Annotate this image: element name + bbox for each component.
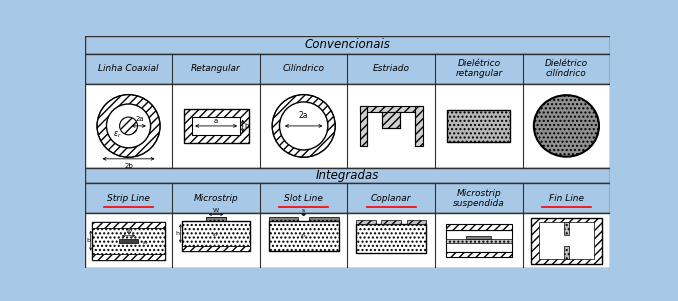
Bar (85, 168, 610, 183)
Bar (85, 183, 610, 213)
Bar (268, 221, 339, 251)
Ellipse shape (119, 117, 138, 135)
Bar (445, 252, 512, 257)
Text: 2b: 2b (124, 163, 133, 169)
Bar (268, 217, 298, 221)
Ellipse shape (97, 95, 160, 157)
Text: Slot Line: Slot Line (284, 194, 323, 203)
Text: Integradas: Integradas (316, 169, 379, 182)
Bar (415, 106, 423, 146)
Text: $\epsilon_r$: $\epsilon_r$ (113, 129, 122, 140)
Text: Fin Line: Fin Line (549, 194, 584, 203)
Bar (92, 222, 165, 260)
Text: h: h (176, 231, 180, 236)
Text: W: W (213, 208, 219, 213)
Bar (119, 239, 138, 243)
Bar (356, 220, 376, 224)
Ellipse shape (279, 102, 328, 150)
Text: Retangular: Retangular (191, 64, 241, 73)
Ellipse shape (534, 95, 599, 157)
Text: Dielétrico
retangular: Dielétrico retangular (455, 59, 502, 78)
Bar (407, 220, 426, 224)
Text: Strip Line: Strip Line (107, 194, 150, 203)
Bar (85, 54, 610, 84)
Ellipse shape (272, 95, 335, 157)
Text: Dielétrico
cilíndrico: Dielétrico cilíndrico (545, 59, 588, 78)
Bar (564, 222, 569, 235)
Bar (367, 112, 415, 146)
Bar (445, 230, 512, 252)
Text: $\epsilon_r$: $\epsilon_r$ (300, 232, 307, 240)
Bar (445, 239, 512, 243)
Bar (445, 224, 512, 230)
Bar (184, 109, 249, 143)
Text: Linha Coaxial: Linha Coaxial (98, 64, 159, 73)
Bar (447, 110, 511, 142)
Bar (360, 106, 423, 112)
Bar (206, 217, 226, 221)
Bar (85, 36, 610, 54)
Bar (539, 222, 594, 259)
Bar (382, 220, 401, 224)
Bar (466, 236, 492, 239)
Bar (192, 116, 240, 135)
Bar (85, 84, 610, 168)
Text: Cilíndrico: Cilíndrico (283, 64, 325, 73)
Bar (564, 246, 569, 259)
Text: Microstrip: Microstrip (194, 194, 239, 203)
Text: Estriado: Estriado (373, 64, 410, 73)
Text: $\epsilon_r$: $\epsilon_r$ (212, 231, 220, 239)
Bar (85, 213, 610, 268)
Text: 2a: 2a (135, 116, 144, 122)
Text: Microstrip
suspendida: Microstrip suspendida (453, 189, 504, 208)
Text: s: s (302, 208, 305, 213)
Text: $\epsilon_r$: $\epsilon_r$ (142, 239, 149, 247)
Text: a: a (214, 117, 218, 123)
Ellipse shape (106, 104, 151, 148)
Bar (92, 254, 165, 260)
Bar (182, 221, 250, 251)
Bar (530, 218, 602, 264)
Text: Convencionais: Convencionais (304, 38, 391, 51)
Text: W: W (125, 229, 132, 234)
Bar (92, 222, 165, 228)
Bar (309, 217, 339, 221)
Bar (360, 106, 367, 146)
Text: b: b (245, 123, 250, 129)
Bar (382, 112, 400, 128)
Bar (356, 224, 426, 253)
Bar (182, 246, 250, 251)
Text: 2a: 2a (299, 111, 308, 120)
Text: b: b (86, 238, 90, 243)
Text: Coplanar: Coplanar (371, 194, 412, 203)
